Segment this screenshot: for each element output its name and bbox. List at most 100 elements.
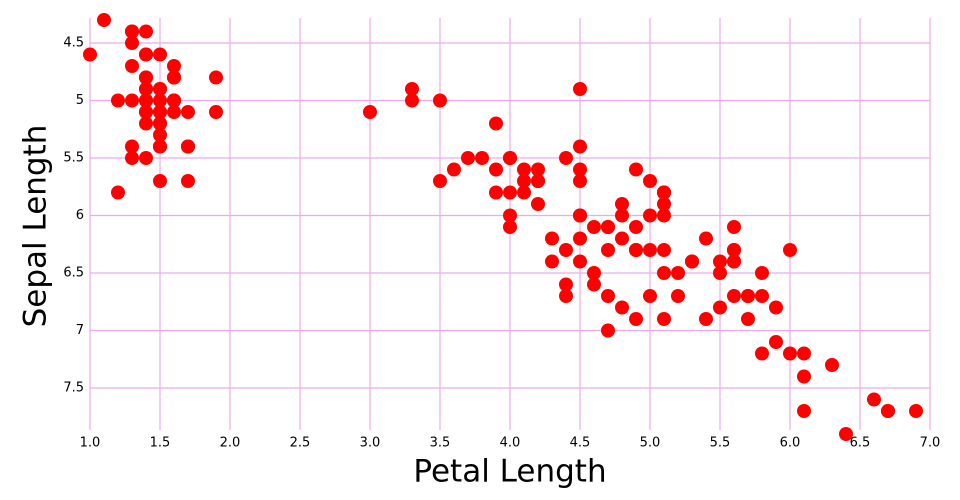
point (97, 13, 111, 27)
point (643, 174, 657, 188)
x-tick-label: 5.5 (710, 436, 731, 451)
point (517, 174, 531, 188)
point (363, 105, 377, 119)
point (727, 220, 741, 234)
point (685, 254, 699, 269)
point (139, 116, 153, 131)
point (601, 220, 615, 234)
point (657, 266, 671, 280)
point (461, 151, 475, 165)
point (153, 116, 167, 131)
x-tick-label: 4.5 (570, 436, 591, 451)
point (111, 93, 125, 108)
point (741, 312, 755, 326)
point (573, 162, 587, 177)
point (559, 151, 573, 165)
y-tick-label: 5 (76, 93, 84, 108)
point (713, 266, 727, 280)
point (125, 36, 139, 50)
point (125, 59, 139, 73)
point (559, 289, 573, 303)
point (209, 105, 223, 119)
point (615, 197, 629, 211)
point (601, 323, 615, 338)
point (587, 220, 601, 234)
point (629, 312, 643, 326)
point (167, 59, 181, 73)
point (531, 162, 545, 177)
point (447, 162, 461, 177)
point (153, 105, 167, 119)
point (657, 208, 671, 223)
point (671, 266, 685, 280)
x-tick-label: 6.5 (850, 436, 871, 451)
point (727, 243, 741, 257)
point (503, 151, 517, 165)
x-tick-label: 5.0 (640, 436, 661, 451)
point (573, 82, 587, 96)
point (643, 289, 657, 303)
y-tick-label: 5.5 (63, 151, 84, 166)
point (657, 243, 671, 257)
point (139, 47, 153, 62)
point (657, 197, 671, 211)
point (727, 289, 741, 303)
x-axis-title: Petal Length (413, 454, 606, 490)
point (727, 254, 741, 269)
point (531, 174, 545, 188)
point (573, 174, 587, 188)
x-tick-label: 4.0 (500, 436, 521, 451)
x-tick-label: 1.5 (150, 436, 171, 451)
y-tick-label: 4.5 (63, 36, 84, 51)
point (671, 289, 685, 303)
point (783, 243, 797, 257)
point (699, 312, 713, 326)
x-tick-label: 6.0 (780, 436, 801, 451)
point (167, 93, 181, 108)
point (139, 82, 153, 96)
point (657, 312, 671, 326)
point (153, 82, 167, 96)
point (139, 93, 153, 108)
point (139, 151, 153, 165)
point (783, 346, 797, 361)
point (181, 174, 195, 188)
point (153, 139, 167, 154)
point (825, 358, 839, 372)
point (601, 289, 615, 303)
y-axis-title: Sepal Length (18, 125, 54, 328)
point (489, 162, 503, 177)
point (797, 369, 811, 384)
point (111, 185, 125, 200)
point (125, 24, 139, 39)
x-tick-label: 3.0 (360, 436, 381, 451)
x-tick-label: 7.0 (920, 436, 941, 451)
point (909, 404, 923, 418)
x-tick-label: 3.5 (430, 436, 451, 451)
point (433, 93, 447, 108)
point (797, 404, 811, 418)
point (741, 289, 755, 303)
point (587, 277, 601, 292)
point (657, 185, 671, 200)
point (559, 277, 573, 292)
point (615, 208, 629, 223)
point (139, 70, 153, 85)
point (573, 254, 587, 269)
point (517, 185, 531, 200)
point (139, 24, 153, 39)
point (153, 93, 167, 108)
point (559, 243, 573, 257)
point (713, 300, 727, 315)
x-tick-label: 2.5 (290, 436, 311, 451)
point (489, 116, 503, 131)
point (615, 231, 629, 246)
point (489, 185, 503, 200)
point (629, 243, 643, 257)
x-tick-label: 1.0 (80, 436, 101, 451)
point (587, 266, 601, 280)
point (601, 243, 615, 257)
point (643, 208, 657, 223)
point (629, 220, 643, 234)
